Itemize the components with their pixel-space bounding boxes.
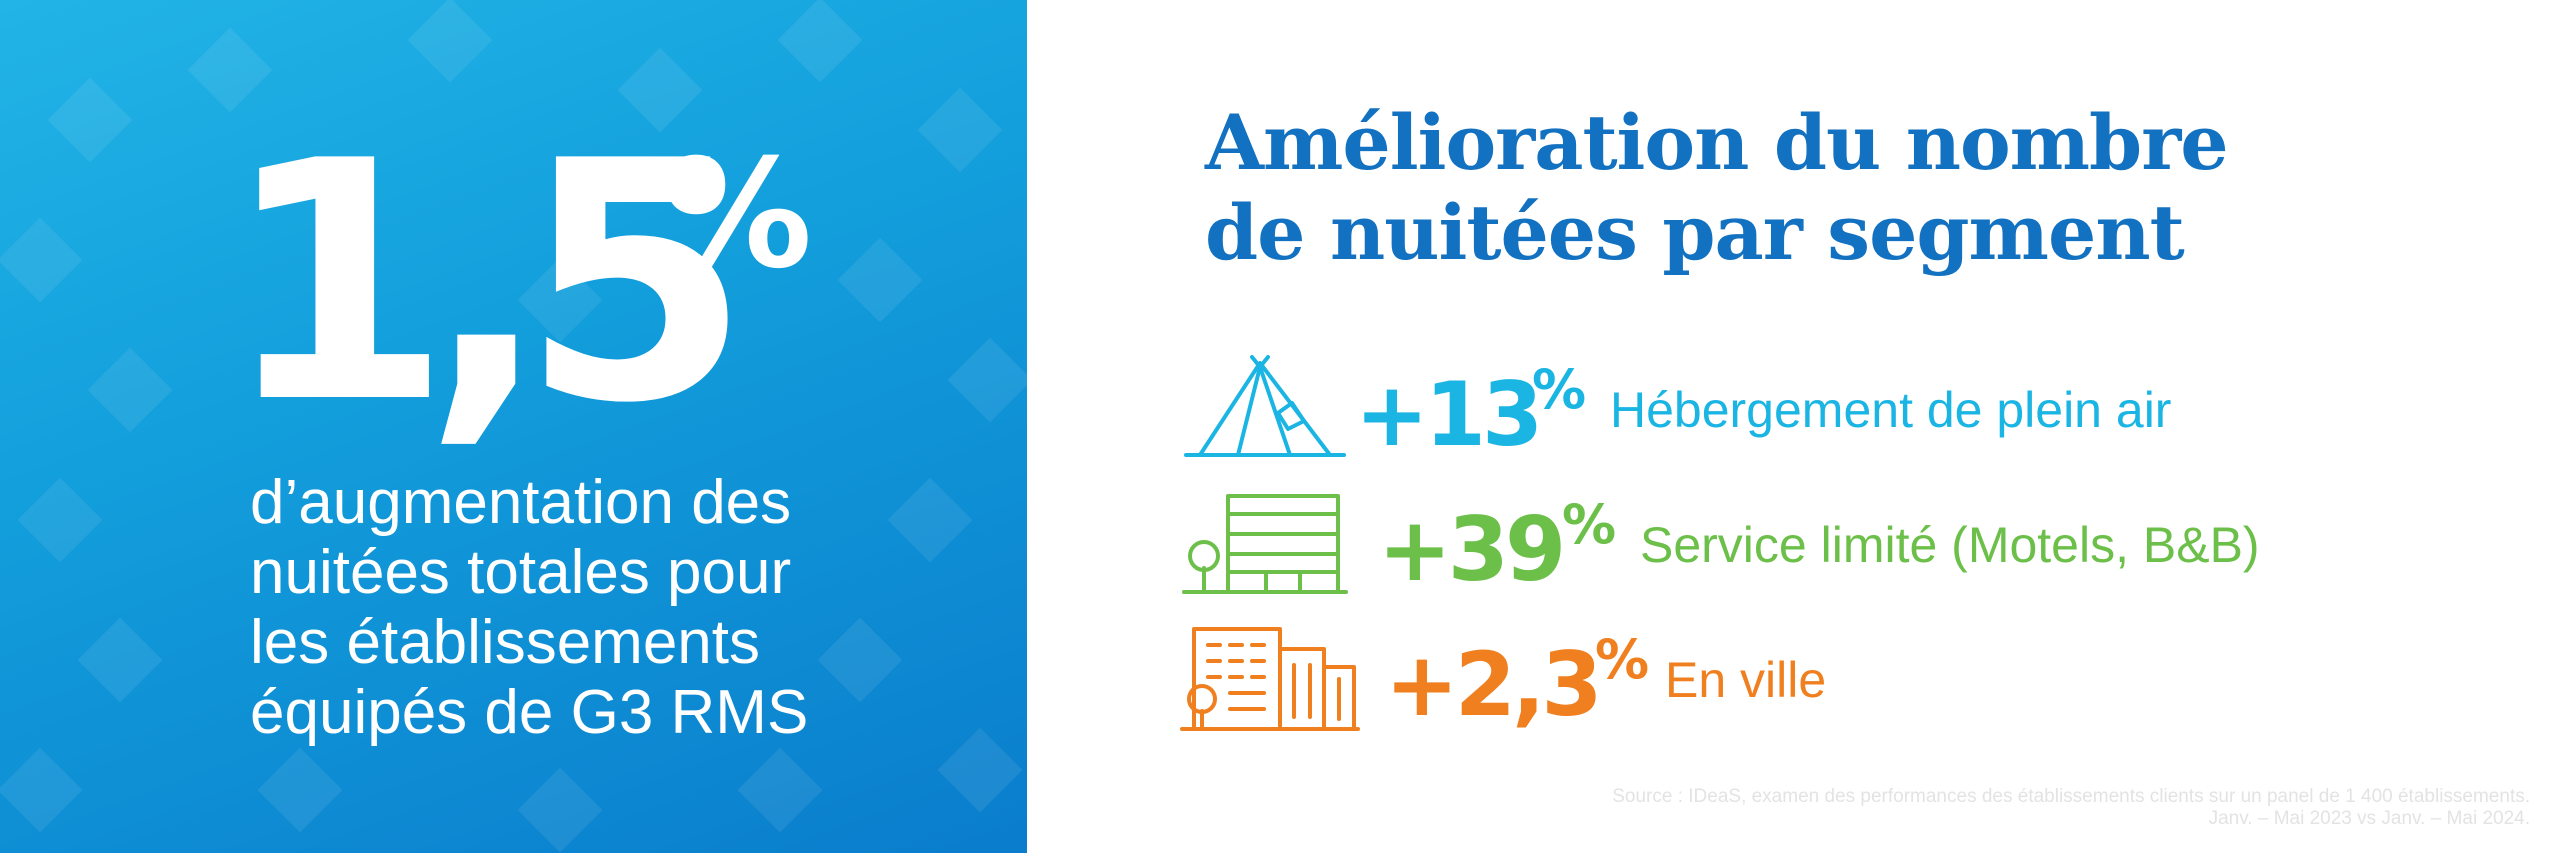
motel-icon	[1182, 494, 1348, 594]
segment-label: Service limité (Motels, B&B)	[1640, 517, 2260, 573]
city-buildings-icon	[1180, 627, 1360, 731]
section-title: Amélioration du nombre de nuitées par se…	[1205, 98, 2229, 278]
segment-percent-sign: %	[1532, 358, 1587, 421]
stat-value: 1,5	[222, 91, 751, 475]
segment-value: +2,3	[1385, 633, 1603, 736]
segment-label: En ville	[1665, 652, 1827, 708]
stat-description-line: les établissements	[250, 608, 761, 677]
segment-percent-sign: %	[1595, 628, 1650, 691]
source-note-line: Janv. – Mai 2023 vs Janv. – Mai 2024.	[2208, 808, 2530, 829]
diamond-pattern	[0, 0, 1027, 853]
segment-value: +39	[1378, 498, 1566, 601]
stat-description-line: d’augmentation des	[250, 468, 792, 537]
segment-percent-sign: %	[1562, 493, 1617, 556]
highlight-panel: 1,5 % d’augmentation des nuitées totales…	[0, 0, 1027, 853]
source-note-line: Source : IDeaS, examen des performances …	[1612, 786, 2530, 807]
stat-description: d’augmentation des nuitées totales pour …	[250, 468, 950, 748]
section-title-line: de nuitées par segment	[1205, 188, 2185, 277]
segment-label: Hébergement de plein air	[1610, 382, 2172, 438]
segment-outdoor: +13 % Hébergement de plein air	[1180, 355, 2480, 485]
stat-description-line: équipés de G3 RMS	[250, 678, 809, 747]
section-title-line: Amélioration du nombre	[1205, 98, 2229, 187]
tent-icon	[1184, 355, 1346, 457]
stat-description-line: nuitées totales pour	[250, 538, 792, 607]
stat-percent-sign: %	[662, 128, 813, 302]
segment-value: +13	[1355, 363, 1543, 466]
source-note: Source : IDeaS, examen des performances …	[1330, 786, 2530, 830]
segment-limited-service: +39 % Service limité (Motels, B&B)	[1180, 490, 2480, 620]
segment-city: +2,3 % En ville	[1180, 625, 2480, 755]
